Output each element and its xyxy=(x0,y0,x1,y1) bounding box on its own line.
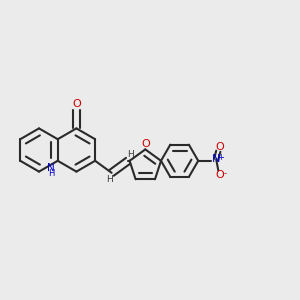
Text: N: N xyxy=(212,154,220,164)
Text: H: H xyxy=(48,169,54,178)
Text: -: - xyxy=(224,169,226,178)
Text: H: H xyxy=(106,175,112,184)
Text: +: + xyxy=(217,153,224,162)
Text: O: O xyxy=(142,139,150,149)
Text: O: O xyxy=(72,99,81,109)
Text: N: N xyxy=(47,163,55,173)
Text: O: O xyxy=(215,170,224,180)
Text: O: O xyxy=(215,142,224,152)
Text: H: H xyxy=(127,150,134,159)
